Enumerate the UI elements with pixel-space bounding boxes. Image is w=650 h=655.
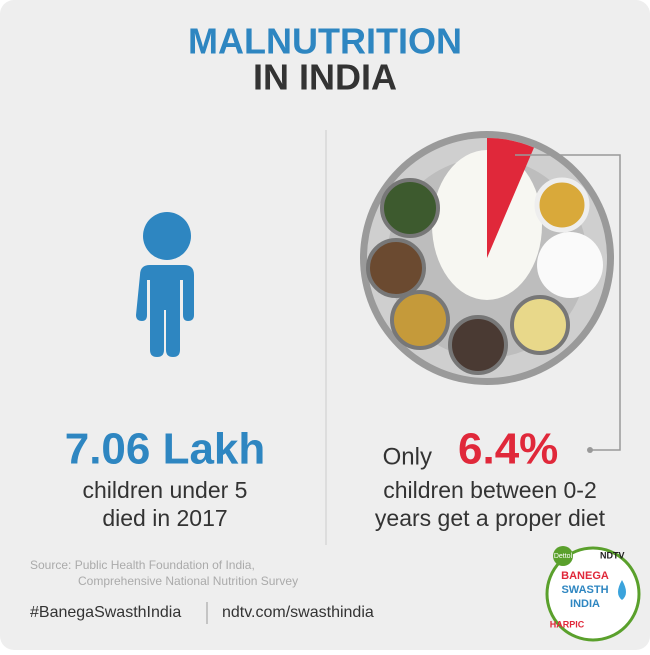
plate [360,131,614,385]
logo-text: INDIA [570,598,600,610]
logo-text: Dettol [554,553,573,560]
stat-figure: 6.4% [458,425,558,474]
logo-text: HARPIC [550,619,585,629]
logo-text: BANEGA [561,570,609,582]
logo: Dettol NDTV BANEGA SWASTH INDIA HARPIC [545,546,641,642]
source: Source: Public Health Foundation of Indi… [30,558,255,572]
stat-text: died in 2017 [102,505,227,531]
title: IN INDIA [253,57,397,98]
share-wedge [487,138,534,258]
stat-prefix: Only [383,443,432,470]
connector-dot [587,447,593,453]
stat-figure: 7.06 Lakh [65,425,266,474]
stat-text: children between 0-2 [383,477,597,503]
hashtag: #BanegaSwasthIndia [30,604,181,621]
connector [515,154,621,451]
title: MALNUTRITION [188,21,462,62]
source: Comprehensive National Nutrition Survey [78,574,298,588]
url: ndtv.com/swasthindia [222,604,374,621]
logo-text: NDTV [600,550,625,560]
logo-text: SWASTH [561,584,608,596]
stat-text: years get a proper diet [375,505,606,531]
child-icon [136,212,194,357]
stat-text: children under 5 [83,477,248,503]
